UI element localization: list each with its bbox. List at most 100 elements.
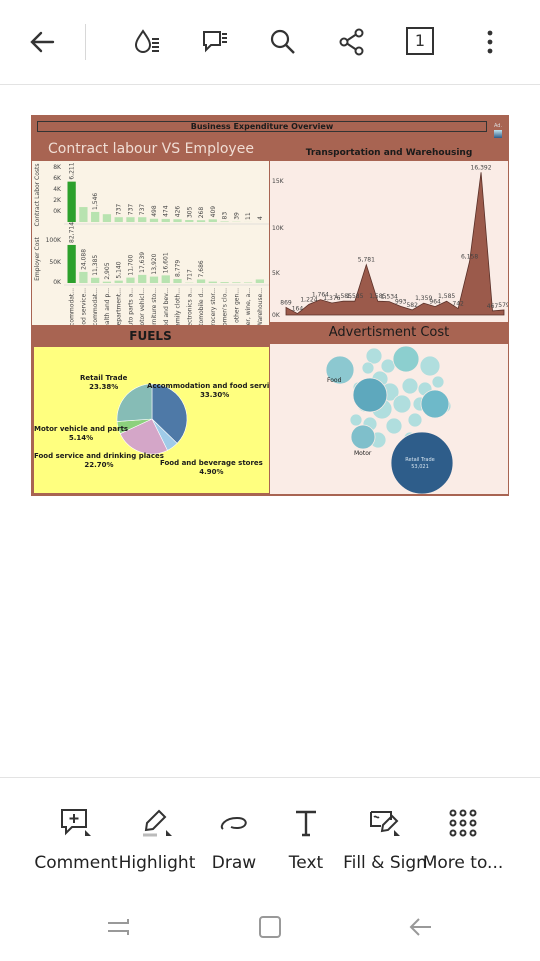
transport-value-label: 579	[498, 302, 508, 309]
contract-category-label: Department...	[116, 288, 123, 325]
text-label: Text	[261, 853, 351, 873]
contract-bar-label: 737	[127, 204, 134, 216]
contract-bar-label: 6,211	[69, 162, 76, 179]
ad-bubble	[432, 376, 444, 388]
employee-bar	[138, 275, 146, 283]
employee-bar	[209, 282, 217, 283]
contract-bar-label: 498	[151, 205, 158, 217]
contract-category-label: Food and bev...	[163, 288, 170, 325]
share-icon[interactable]	[332, 22, 372, 62]
transport-value-label: 16,392	[471, 164, 492, 171]
contract-bar-label: 83	[222, 212, 229, 220]
employee-bar	[162, 275, 170, 283]
ad-bubble	[408, 413, 422, 427]
ad-bubble	[353, 378, 387, 412]
transport-y-tick: 15K	[272, 178, 285, 185]
ad-bubble	[350, 414, 362, 426]
bubble-label-food: Food	[327, 377, 341, 384]
contract-y2-tick: 0K	[53, 279, 62, 286]
contract-y1-tick: 8K	[53, 164, 62, 171]
contract-bar	[115, 217, 123, 222]
employee-bar	[126, 278, 134, 283]
contract-category-label: Accommodat...	[92, 288, 99, 325]
contract-category-label: Auto parts a...	[127, 288, 134, 325]
employee-bar-label: 7,686	[198, 260, 205, 277]
contract-bar	[126, 217, 134, 222]
contract-bar-label: 4	[257, 216, 264, 220]
back-arrow-icon[interactable]	[22, 22, 62, 62]
contract-bar	[173, 219, 181, 222]
contract-category-label: Health and p...	[104, 288, 111, 325]
comments-list-icon[interactable]	[195, 22, 235, 62]
contract-y1-tick: 6K	[53, 175, 62, 182]
employee-bar-label: 82,714	[69, 222, 76, 243]
contract-bar	[162, 219, 170, 222]
contract-bar	[150, 219, 158, 222]
transport-value-label: 869	[280, 299, 292, 306]
transport-chart-svg: 15K10K5K0K8691641,2241,7641,3761,5851,58…	[270, 161, 508, 325]
advertisement-bubble-svg	[270, 344, 508, 494]
contract-y2-label: Employer Cost	[34, 236, 41, 280]
home-icon[interactable]	[250, 912, 290, 942]
transport-y-tick: 5K	[272, 270, 281, 277]
fill-sign-icon	[340, 803, 430, 843]
employee-bar	[103, 282, 111, 283]
search-icon[interactable]	[263, 22, 303, 62]
contract-category-label: Furniture sto...	[151, 288, 158, 325]
contract-y1-tick: 0K	[53, 208, 62, 215]
contract-y2-tick: 50K	[49, 259, 62, 266]
text-icon	[261, 803, 351, 843]
contract-y1-tick: 2K	[53, 197, 62, 204]
contract-bar-label: 305	[186, 206, 193, 218]
page-view-icon[interactable]: 1	[406, 27, 434, 55]
employee-bar-label: 11,700	[127, 254, 134, 275]
employee-bar-label: 17,639	[139, 252, 146, 273]
transport-value-label: 1,585	[346, 293, 363, 300]
contract-y1-label: Contract Labor Costs	[34, 163, 41, 226]
ad-bubble	[421, 390, 449, 418]
contract-chart-svg: Contract Labor Costs Employer Cost 8K 6K 4K 2…	[32, 161, 269, 325]
employee-bar-label: 11,385	[92, 255, 99, 276]
contract-category-label: Automobile d...	[198, 288, 205, 325]
reading-mode-icon[interactable]	[127, 22, 167, 62]
contract-bar	[138, 217, 146, 222]
employee-bar	[79, 272, 87, 283]
transport-value-label: 5,781	[358, 257, 375, 264]
contract-category-label: Family cloth...	[175, 288, 182, 325]
back-icon[interactable]	[401, 912, 441, 942]
fill-sign-button[interactable]: Fill & Sign	[340, 803, 430, 873]
document-page: Business Expenditure Overview Ad. 268 Co…	[31, 115, 509, 496]
comment-button[interactable]: Comment	[31, 803, 121, 873]
contract-bar-label: 409	[210, 206, 217, 218]
employee-bar	[91, 278, 99, 283]
transport-value-label: 1,585	[438, 293, 455, 300]
employee-bar	[68, 245, 76, 283]
more-options-icon[interactable]	[470, 22, 510, 62]
contract-bar	[197, 220, 205, 222]
transport-value-label: 164	[292, 306, 304, 313]
contract-bar-label: 426	[175, 206, 182, 218]
contract-bar-label: 474	[163, 205, 170, 217]
contract-panel: Contract labour VS Employee Contract Lab…	[32, 139, 269, 325]
legend-swatch	[494, 130, 502, 138]
text-button[interactable]: Text	[261, 803, 351, 873]
employee-bar-label: 2,905	[104, 262, 111, 279]
more-tools-label: More to...	[418, 853, 508, 873]
ad-bubble	[393, 395, 411, 413]
contract-y1-tick: 4K	[53, 186, 62, 193]
bubble-label-motor: Motor	[354, 450, 371, 457]
contract-bar	[209, 219, 217, 222]
contract-bar-label: 1,546	[92, 193, 99, 210]
recent-apps-icon[interactable]	[98, 912, 138, 942]
ad-bubble-motor	[351, 425, 375, 449]
contract-bar	[79, 207, 87, 222]
ad-bubble	[393, 346, 419, 372]
more-tools-button[interactable]: More to...	[418, 803, 508, 873]
contract-category-label: All other gen...	[233, 288, 240, 325]
ad-bubble	[362, 362, 374, 374]
